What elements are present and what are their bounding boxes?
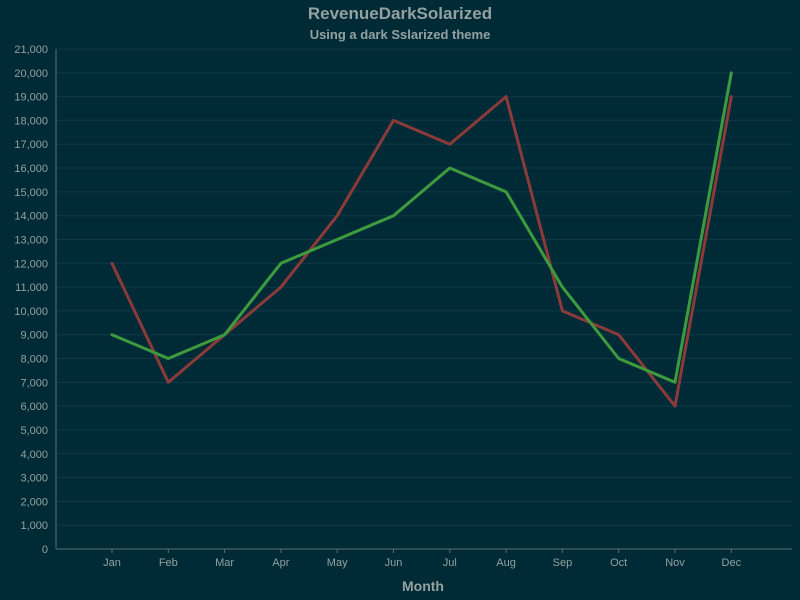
y-tick-label: 9,000 [20, 330, 48, 342]
y-tick-label: 0 [42, 544, 48, 556]
chart-title: RevenueDarkSolarized [308, 4, 492, 23]
chart-subtitle: Using a dark Sslarized theme [310, 27, 491, 42]
x-tick-label: Jan [103, 557, 121, 569]
y-tick-label: 2,000 [20, 496, 48, 508]
y-tick-label: 1,000 [20, 520, 48, 532]
series-line-1 [110, 95, 733, 408]
y-tick-label: 10,000 [14, 306, 48, 318]
series-layer [110, 71, 733, 408]
x-tick-label: Feb [159, 557, 178, 569]
x-axis-title: Month [402, 578, 444, 594]
y-tick-label: 11,000 [15, 282, 48, 294]
grid-layer [56, 48, 792, 526]
x-tick-label: Mar [215, 557, 234, 569]
x-tick-label: May [327, 557, 348, 569]
y-tick-label: 3,000 [20, 473, 48, 485]
y-tick-label: 12,000 [14, 258, 48, 270]
y-tick-label: 17,000 [14, 139, 48, 151]
x-tick-label: Sep [553, 557, 573, 569]
y-tick-label: 16,000 [14, 163, 48, 175]
y-tick-label: 19,000 [14, 92, 48, 104]
axis-layer: 0 1,000 2,000 3,000 4,000 5,000 6,000 7,000 8,00… [14, 44, 792, 569]
y-tick-label: 7,000 [20, 377, 48, 389]
x-tick-label: Dec [722, 557, 742, 569]
series-line-2 [110, 71, 733, 384]
y-tick-label: 21,000 [14, 44, 48, 56]
y-tick-label: 14,000 [14, 211, 48, 223]
y-tick-label: 18,000 [14, 115, 48, 127]
y-tick-label: 20,000 [14, 68, 48, 80]
x-tick-label: Apr [272, 557, 289, 569]
y-tick-label: 15,000 [14, 187, 48, 199]
y-tick-label: 5,000 [20, 425, 48, 437]
y-tick-label: 6,000 [20, 401, 48, 413]
x-tick-label: Aug [496, 557, 516, 569]
x-tick-label: Oct [610, 557, 627, 569]
x-tick-label: Jul [443, 557, 457, 569]
y-tick-label: 8,000 [20, 354, 48, 366]
x-tick-label: Nov [665, 557, 685, 569]
y-tick-label: 4,000 [20, 449, 48, 461]
x-tick-label: Jun [385, 557, 403, 569]
y-tick-label: 13,000 [14, 234, 48, 246]
